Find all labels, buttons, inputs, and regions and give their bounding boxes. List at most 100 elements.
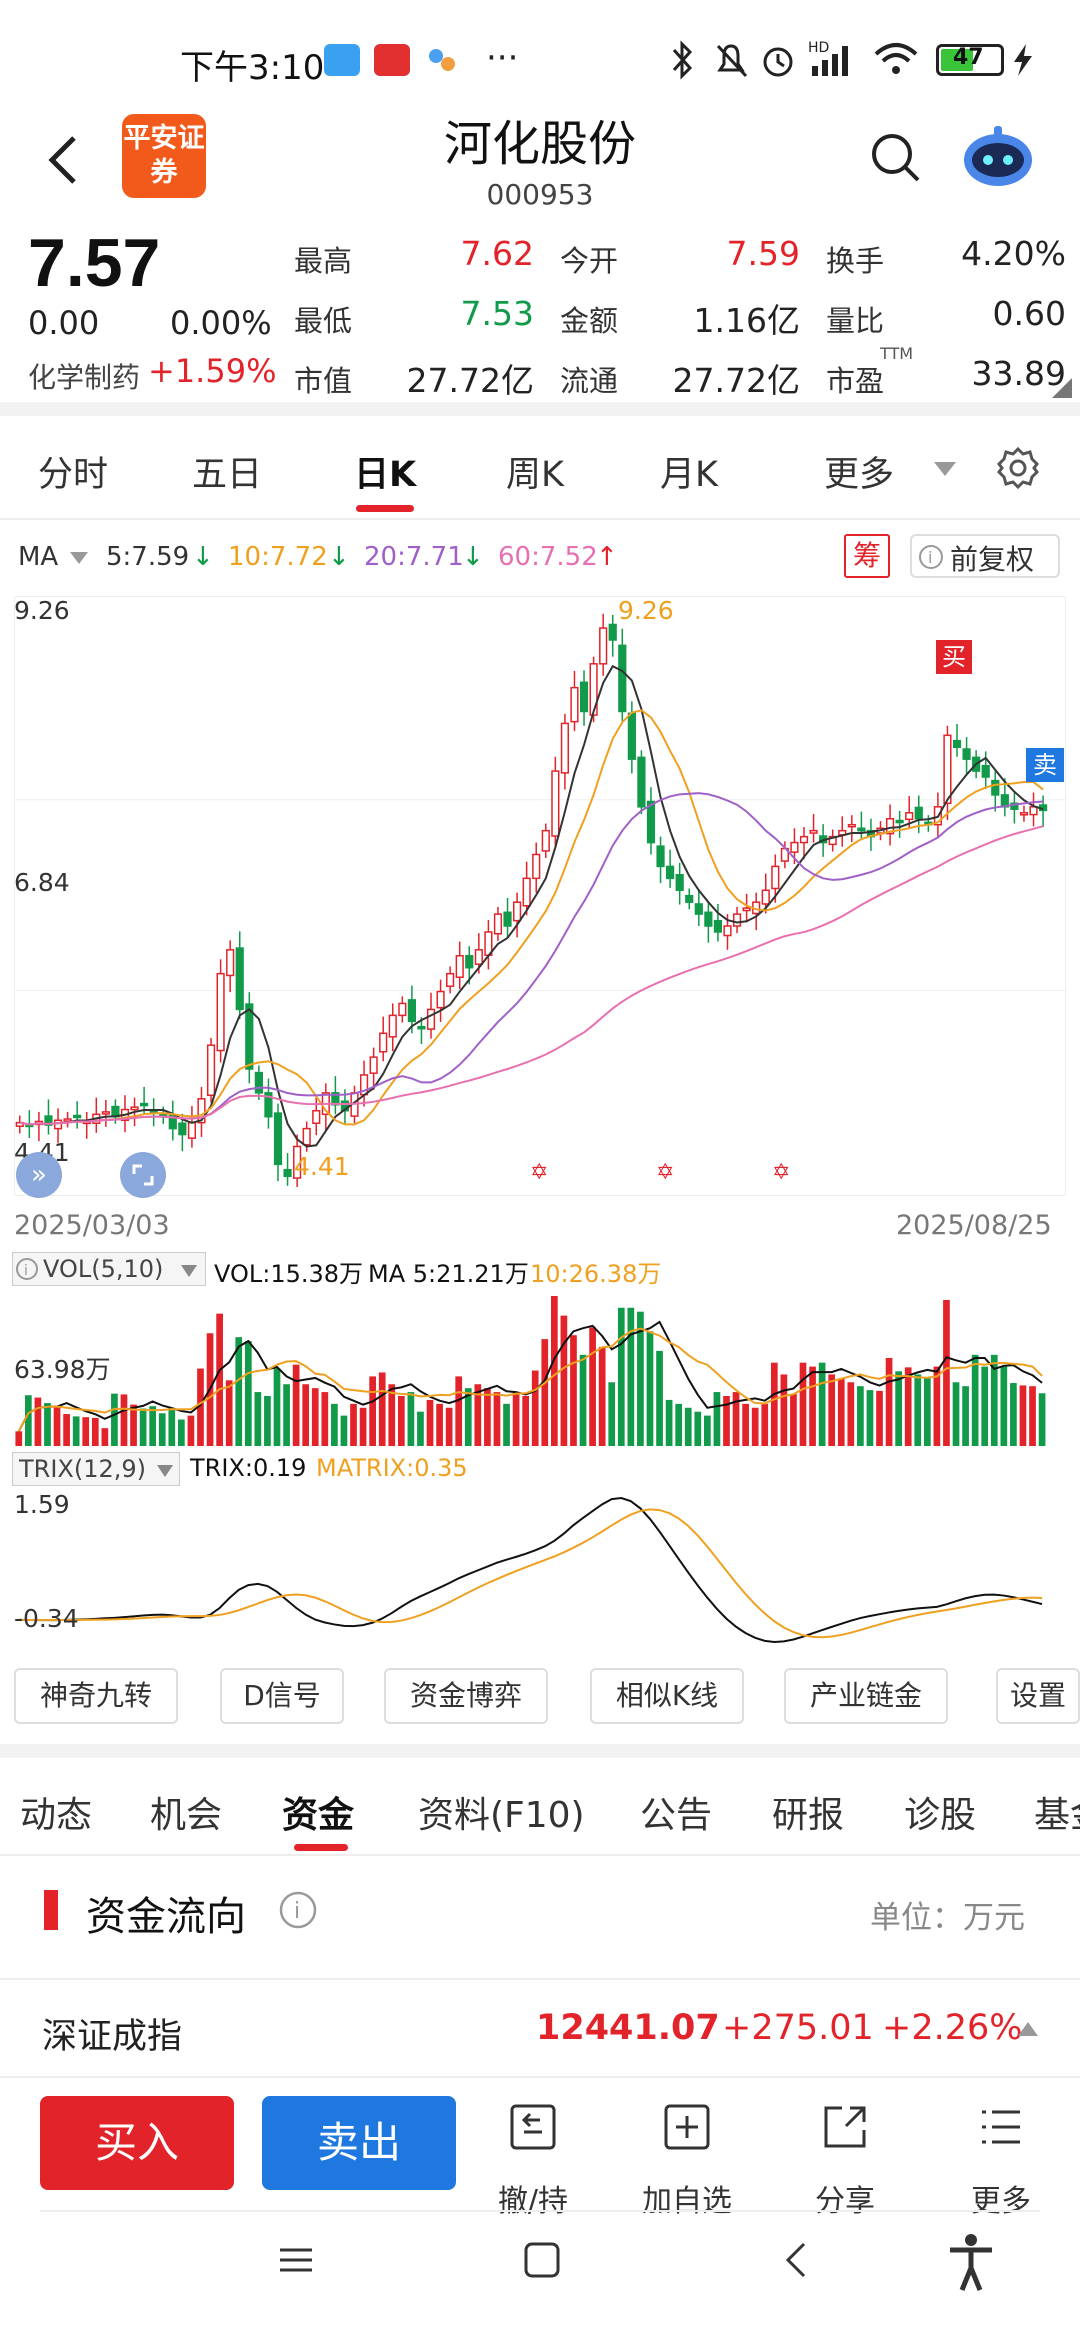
kline-chart[interactable] xyxy=(14,596,1067,1196)
cancel-hold-button[interactable]: 撤/持 xyxy=(478,2098,588,2219)
index-value: 12441.07 xyxy=(536,2008,720,2048)
tab-weekly-k[interactable]: 周K xyxy=(506,455,564,495)
broker-logo: 平安证券 xyxy=(122,114,206,198)
tab-diagnosis[interactable]: 诊股 xyxy=(904,1795,977,1836)
settings-button[interactable]: 设置 xyxy=(996,1668,1080,1724)
add-watchlist-button[interactable]: 加自选 xyxy=(632,2098,742,2219)
divider xyxy=(40,2210,1040,2212)
tab-fund[interactable]: 基金 xyxy=(1034,1795,1080,1836)
candle xyxy=(455,955,464,979)
svg-text:i: i xyxy=(928,548,932,567)
recent-apps-icon[interactable] xyxy=(276,2240,316,2280)
expand-chart-button[interactable]: » xyxy=(16,1152,62,1198)
search-icon[interactable] xyxy=(868,130,924,186)
volume-bar xyxy=(321,1392,329,1446)
candle xyxy=(570,686,579,723)
adjust-button[interactable]: i 前复权 xyxy=(910,534,1060,578)
volume-bar xyxy=(876,1390,883,1446)
candle xyxy=(436,990,445,1009)
vol-indicator-selector[interactable]: i VOL(5,10) xyxy=(12,1252,206,1286)
trix-chart[interactable] xyxy=(14,1490,1066,1650)
volume-bar xyxy=(359,1407,367,1446)
volume-bar xyxy=(541,1339,549,1446)
tab-intraday[interactable]: 分时 xyxy=(38,455,109,495)
ai-assistant-icon[interactable] xyxy=(960,120,1036,192)
expand-corner-icon[interactable] xyxy=(1052,378,1072,398)
magic-nine-button[interactable]: 神奇九转 xyxy=(14,1668,178,1724)
similar-kline-button[interactable]: 相似K线 xyxy=(590,1668,744,1724)
tab-funds[interactable]: 资金 xyxy=(282,1795,355,1836)
fullscreen-button[interactable] xyxy=(120,1152,166,1198)
volume-bar xyxy=(704,1415,711,1446)
info-icon[interactable]: i xyxy=(278,1890,318,1930)
low-annotation: 4.41 xyxy=(294,1152,350,1181)
volume-bar xyxy=(302,1384,310,1446)
back-button[interactable] xyxy=(40,130,90,190)
accessibility-icon[interactable] xyxy=(946,2232,996,2292)
vol-ma5-readout: MA 5:21.21万 xyxy=(368,1260,529,1288)
more-dropdown-icon[interactable] xyxy=(934,462,956,476)
chip-button[interactable]: 筹 xyxy=(844,534,890,578)
sell-marker[interactable]: 卖 xyxy=(1026,748,1064,782)
mute-bell-icon xyxy=(716,44,748,78)
y-axis-high-label: 9.26 xyxy=(14,596,70,625)
ma5-line xyxy=(19,664,1044,1148)
candle xyxy=(206,1044,216,1096)
wifi-icon xyxy=(874,43,918,74)
turnover-value: 4.20% xyxy=(961,234,1066,273)
tab-more[interactable]: 更多 xyxy=(824,455,895,495)
pe-value: 33.89 xyxy=(971,354,1066,393)
divider xyxy=(0,1978,1080,1980)
volume-bar xyxy=(503,1403,510,1446)
candle xyxy=(273,1112,283,1166)
share-button[interactable]: 分享 xyxy=(790,2098,900,2219)
event-marker[interactable]: ✡ xyxy=(772,1160,791,1185)
event-marker[interactable]: ✡ xyxy=(530,1160,549,1185)
settings-gear-icon[interactable] xyxy=(996,446,1040,490)
tab-news[interactable]: 动态 xyxy=(20,1795,93,1836)
candle xyxy=(178,1122,187,1136)
active-tab-indicator xyxy=(294,1844,348,1851)
tab-announcements[interactable]: 公告 xyxy=(640,1795,713,1836)
buy-button[interactable]: 买入 xyxy=(40,2096,234,2190)
open-value: 7.59 xyxy=(726,234,800,273)
trix-indicator-selector[interactable]: TRIX(12,9) xyxy=(12,1452,180,1486)
industry-chain-button[interactable]: 产业链金 xyxy=(784,1668,948,1724)
tab-opportunity[interactable]: 机会 xyxy=(150,1795,223,1836)
vol-chart[interactable] xyxy=(14,1290,1066,1446)
volume-bar xyxy=(579,1354,587,1446)
candle xyxy=(369,1056,378,1074)
volume-bar xyxy=(943,1299,950,1446)
volume-bar xyxy=(799,1362,807,1446)
collapse-arrow-icon[interactable] xyxy=(1018,2022,1038,2036)
ma-dropdown-icon[interactable] xyxy=(70,552,88,564)
tab-research[interactable]: 研报 xyxy=(772,1795,845,1836)
volume-bar xyxy=(732,1392,740,1446)
candle xyxy=(895,819,904,824)
sell-button[interactable]: 卖出 xyxy=(262,2096,456,2190)
ma-label[interactable]: MA xyxy=(18,542,59,572)
candle xyxy=(216,972,225,1052)
sector-name[interactable]: 化学制药 xyxy=(28,361,141,394)
volume-bar xyxy=(139,1408,147,1446)
tab-f10[interactable]: 资料(F10) xyxy=(418,1795,585,1836)
candle xyxy=(197,1098,206,1124)
d-signal-button[interactable]: D信号 xyxy=(220,1668,344,1724)
volume-bar xyxy=(63,1414,70,1446)
tab-daily-k[interactable]: 日K xyxy=(354,455,417,495)
candle xyxy=(694,903,703,915)
back-nav-icon[interactable] xyxy=(776,2240,816,2280)
volume-bar xyxy=(417,1411,424,1446)
buy-marker[interactable]: 买 xyxy=(936,640,972,674)
candle xyxy=(493,913,503,935)
fund-game-button[interactable]: 资金博弈 xyxy=(384,1668,548,1724)
tab-monthly-k[interactable]: 月K xyxy=(660,455,718,495)
event-marker[interactable]: ✡ xyxy=(656,1160,675,1185)
high-annotation: 9.26 xyxy=(618,596,674,625)
volume-bar xyxy=(818,1362,826,1446)
unit-label: 单位：万元 xyxy=(870,1900,1025,1936)
volume-bar xyxy=(790,1394,797,1446)
tab-five-day[interactable]: 五日 xyxy=(192,455,263,495)
home-icon[interactable] xyxy=(522,2240,562,2280)
more-actions-button[interactable]: 更多 xyxy=(946,2098,1056,2219)
